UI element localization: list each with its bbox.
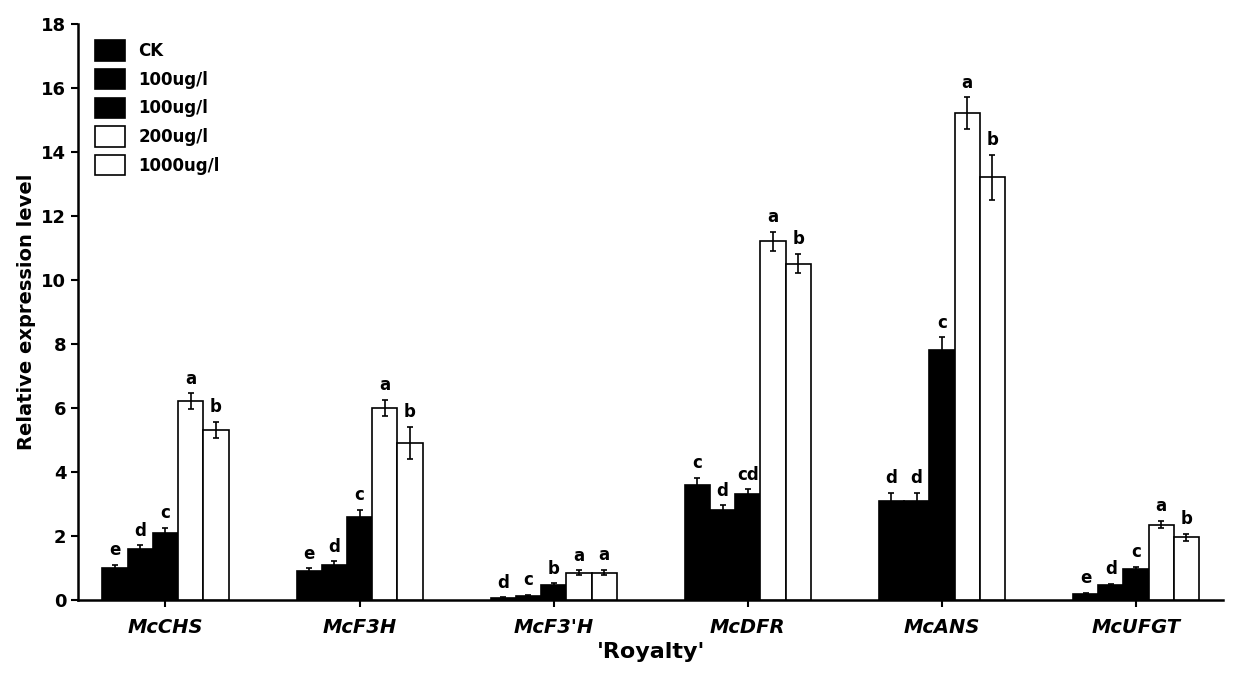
Bar <box>1123 569 1148 600</box>
Text: c: c <box>1131 543 1141 561</box>
Bar <box>735 494 760 600</box>
Text: b: b <box>792 230 805 249</box>
Text: a: a <box>1156 497 1167 515</box>
Text: c: c <box>692 454 702 473</box>
Bar <box>296 571 321 600</box>
Y-axis label: Relative expression level: Relative expression level <box>16 174 36 450</box>
Text: a: a <box>379 376 391 394</box>
Text: b: b <box>1180 511 1193 528</box>
Bar <box>398 443 423 600</box>
Text: b: b <box>548 559 559 578</box>
Text: e: e <box>304 545 315 563</box>
Bar <box>516 596 541 600</box>
Bar <box>372 407 398 600</box>
Bar <box>929 350 955 600</box>
Legend: CK, 100ug/l, 100ug/l, 200ug/l, 1000ug/l: CK, 100ug/l, 100ug/l, 200ug/l, 1000ug/l <box>87 32 228 183</box>
Text: cd: cd <box>737 466 759 483</box>
Bar <box>591 572 616 600</box>
Text: d: d <box>134 521 146 540</box>
Bar <box>1174 537 1199 600</box>
Text: a: a <box>768 208 779 226</box>
Text: c: c <box>523 571 533 589</box>
Text: a: a <box>573 547 584 564</box>
Bar <box>491 598 516 600</box>
Text: d: d <box>717 481 728 500</box>
Bar <box>980 177 1004 600</box>
Bar <box>541 585 567 600</box>
Text: c: c <box>937 314 947 331</box>
Bar <box>128 549 153 600</box>
Bar <box>904 500 929 600</box>
Text: d: d <box>910 469 923 487</box>
Text: e: e <box>1080 569 1091 587</box>
Bar <box>760 241 786 600</box>
Text: d: d <box>1105 560 1117 578</box>
Text: c: c <box>355 486 365 504</box>
Bar <box>321 564 347 600</box>
Text: b: b <box>404 403 415 421</box>
Bar <box>1148 524 1174 600</box>
Bar <box>567 572 591 600</box>
Bar <box>1099 585 1123 600</box>
Bar <box>203 430 228 600</box>
Text: d: d <box>885 469 898 487</box>
Text: e: e <box>109 540 120 559</box>
Text: b: b <box>986 131 998 149</box>
Bar <box>786 263 811 600</box>
Bar <box>347 517 372 600</box>
Bar <box>153 532 179 600</box>
Text: d: d <box>329 538 340 555</box>
X-axis label: 'Royalty': 'Royalty' <box>596 642 704 662</box>
Bar <box>711 510 735 600</box>
Text: c: c <box>160 504 170 522</box>
Bar <box>955 113 980 600</box>
Bar <box>103 568 128 600</box>
Text: a: a <box>961 73 972 92</box>
Text: d: d <box>497 574 510 591</box>
Bar <box>879 500 904 600</box>
Bar <box>179 401 203 600</box>
Text: a: a <box>599 546 610 564</box>
Text: b: b <box>210 399 222 416</box>
Bar <box>1073 594 1099 600</box>
Text: a: a <box>185 369 196 388</box>
Bar <box>684 485 711 600</box>
